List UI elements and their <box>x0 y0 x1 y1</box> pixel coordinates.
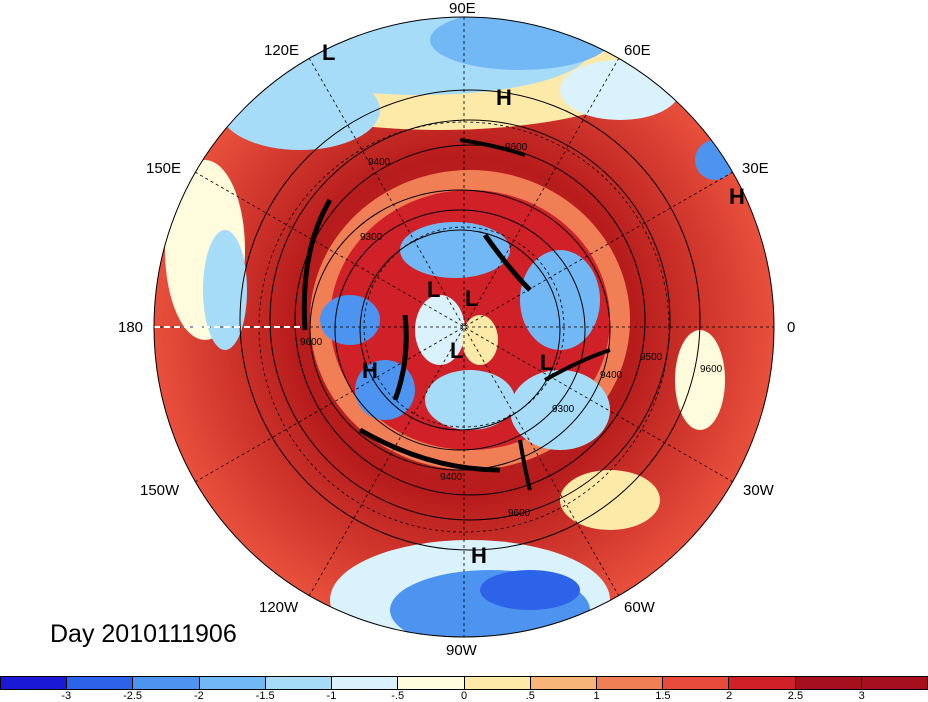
pressure-center-label: H <box>496 85 512 110</box>
lon-label-60e: 60E <box>624 42 651 59</box>
contour-label: 9600 <box>300 337 323 348</box>
colorbar-segment <box>729 677 796 689</box>
colorbar <box>0 676 928 690</box>
colorbar-segment <box>596 677 664 689</box>
lon-label-30e: 30E <box>742 160 769 177</box>
colorbar-tick-label: 1.5 <box>655 690 671 702</box>
lon-label-90e: 90E <box>449 0 476 17</box>
colorbar-tick-label: 0 <box>460 690 468 702</box>
lon-label-180: 180 <box>118 319 144 336</box>
colorbar-segment <box>265 677 333 689</box>
colorbar-segment <box>861 677 928 689</box>
colorbar-tick-label: 3 <box>858 690 865 702</box>
contour-label: 9400 <box>600 370 623 381</box>
lon-label-120e: 120E <box>264 42 300 59</box>
colorbar-segment <box>464 677 531 689</box>
contour-label: 9300 <box>360 232 383 243</box>
pressure-center-label: L <box>540 350 553 375</box>
colorbar-segment <box>199 677 266 689</box>
contour-label: 9300 <box>552 404 575 415</box>
colorbar-segment <box>398 677 465 689</box>
polar-map: L H H L L L H L H 9600 9400 9300 9400 95… <box>153 16 775 638</box>
colorbar-segment <box>663 677 730 689</box>
colorbar-tick-label: 1 <box>593 690 600 702</box>
pressure-center-label: L <box>465 286 478 311</box>
colorbar-segment <box>332 677 399 689</box>
colorbar-tick-label: -1 <box>326 690 337 702</box>
colorbar-tick-label: -.5 <box>391 690 405 702</box>
pressure-center-label: H <box>729 184 745 209</box>
day-title: Day 2010111906 <box>50 620 237 648</box>
colorbar-tick-label: -2 <box>193 690 204 702</box>
contour-labels: 9600 9400 9300 9400 9500 9600 9400 9600 … <box>300 142 723 519</box>
lon-label-90w: 90W <box>446 642 477 659</box>
colorbar-tick-label: 2 <box>726 690 733 702</box>
geopotential-contours <box>239 89 701 551</box>
contour-label: 9500 <box>640 352 663 363</box>
colorbar-segment <box>530 677 597 689</box>
lon-label-120w: 120W <box>259 599 299 616</box>
colorbar-segment <box>133 677 200 689</box>
colorbar-segment <box>795 677 862 689</box>
lon-label-60w: 60W <box>624 599 655 616</box>
colorbar-tick-label: -2.5 <box>123 690 143 702</box>
contour-label: 9400 <box>368 157 391 168</box>
colorbar-segment <box>1 677 68 689</box>
colorbar-tick-label: -1.5 <box>255 690 275 702</box>
lon-label-30w: 30W <box>743 482 774 499</box>
contour-label: 9600 <box>505 142 528 153</box>
pressure-center-label: L <box>450 338 463 363</box>
contour-label: 9400 <box>440 472 463 483</box>
contour-label: 9600 <box>508 508 531 519</box>
colorbar-tick-label: -3 <box>61 690 72 702</box>
map-boundary <box>153 16 775 638</box>
lon-label-0: 0 <box>787 319 796 336</box>
pressure-center-label: H <box>471 543 487 568</box>
pressure-center-label: L <box>322 40 335 65</box>
pressure-center-label: H <box>362 358 378 383</box>
colorbar-tick-label: .5 <box>525 690 535 702</box>
pressure-centers: L H H L L L H L H <box>322 40 745 568</box>
lon-label-150w: 150W <box>140 482 180 499</box>
anomaly-field <box>154 17 774 637</box>
graticule <box>154 17 774 637</box>
colorbar-tick-label: 2.5 <box>787 690 804 702</box>
pressure-center-label: L <box>427 277 440 302</box>
contour-label: 9600 <box>700 364 723 375</box>
colorbar-segment <box>67 677 134 689</box>
lon-label-150e: 150E <box>146 160 182 177</box>
